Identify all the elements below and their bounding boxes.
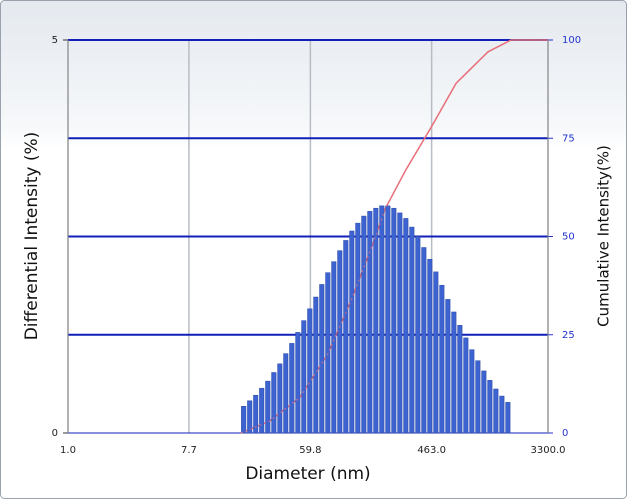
bar [271,372,277,434]
bar [445,299,451,434]
bar [301,320,307,434]
bar [463,337,469,434]
bar [475,360,481,434]
x-tick-label: 463.0 [417,445,446,456]
bar [265,380,271,434]
bar [391,207,397,434]
bar [313,296,319,434]
bar [349,230,355,434]
x-tick-label: 59.8 [299,445,321,456]
x-tick-label: 1.0 [60,445,76,456]
bar [505,402,511,434]
y2-tick-label: 0 [562,428,568,439]
bar [415,236,421,434]
bar [409,226,415,434]
y-tick-label: 0 [52,428,58,439]
y2-tick-label: 25 [562,330,575,341]
bar [319,284,325,434]
x-tick-label: 3300.0 [531,445,566,456]
bar [457,325,463,434]
bar [433,271,439,434]
bar [343,240,349,434]
bar [289,343,295,434]
bar [241,406,247,434]
bar [253,395,259,434]
y-axis-title: Differential Intensity (%) [22,132,42,341]
y-tick-label: 5 [52,35,58,46]
cumulative-line-overlay [240,39,548,434]
bar [259,387,265,434]
bar [373,207,379,434]
bar [385,205,391,434]
bar [367,211,373,434]
bar [325,272,331,434]
bar [439,284,445,434]
bar [277,363,283,434]
y2-axis-title: Cumulative Intensity(%) [595,145,613,327]
bar [331,261,337,434]
bar [487,380,493,434]
y2-tick-label: 50 [562,232,575,243]
bar [493,388,499,434]
bar [355,222,361,434]
bar [247,400,253,434]
bar [337,250,343,434]
bar [427,259,433,434]
bar [403,218,409,434]
bar [361,215,367,434]
bar [283,353,289,434]
bar [469,349,475,434]
bar [397,212,403,434]
bar [421,247,427,434]
x-axis-title: Diameter (nm) [245,464,370,484]
y2-tick-label: 100 [562,35,581,46]
bar [295,332,301,434]
bar [481,370,487,434]
bar [499,395,505,434]
bar [451,311,457,434]
bar [379,205,385,434]
x-tick-label: 7.7 [181,445,197,456]
y2-tick-label: 75 [562,133,575,144]
bar [307,308,313,434]
